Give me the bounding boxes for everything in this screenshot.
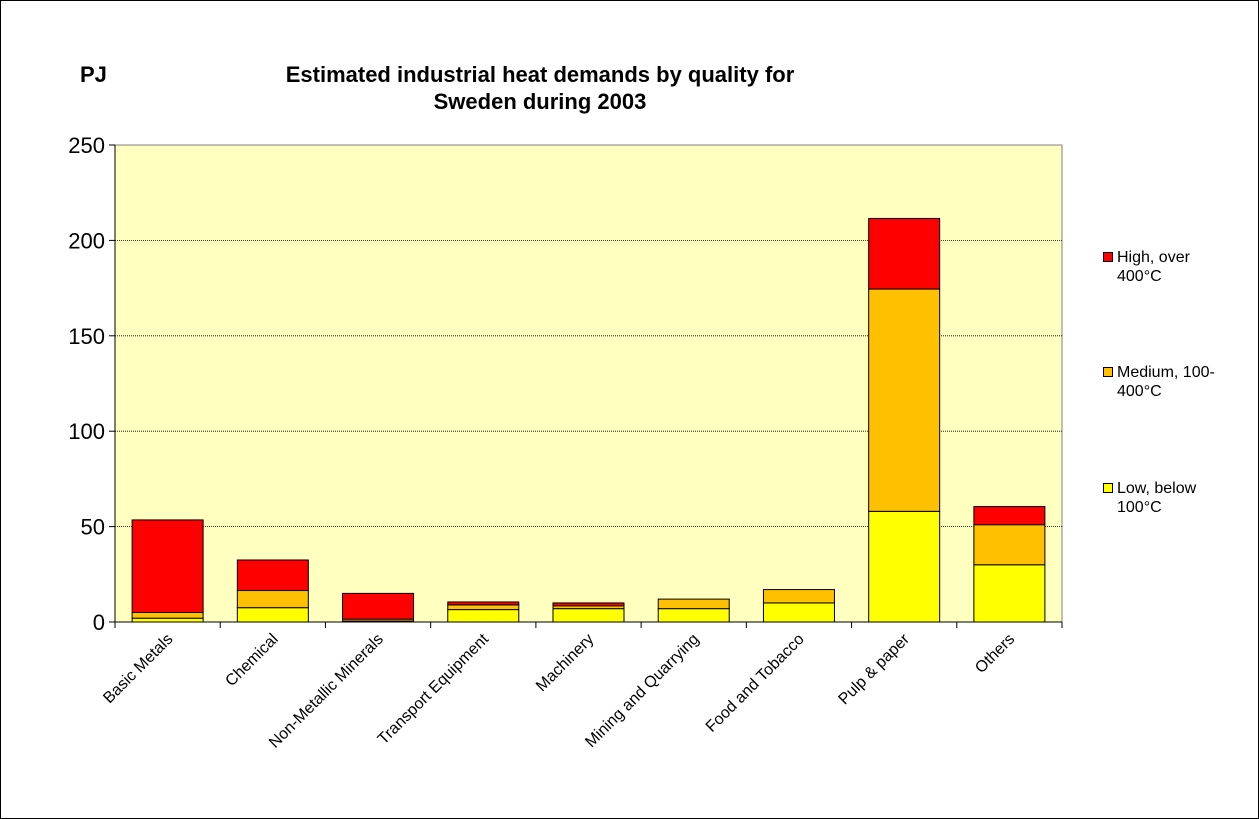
legend-swatch-medium <box>1103 367 1113 377</box>
bar-6-series-1 <box>762 589 835 604</box>
x-tick-label-1: Chemical <box>222 631 281 690</box>
x-tick-label-2: Non-Metallic Minerals <box>266 631 387 752</box>
legend-label-medium-line-2: 400°C <box>1117 383 1162 401</box>
bar-8-series-0 <box>973 564 1046 623</box>
bar-1-series-0 <box>236 607 309 623</box>
y-tick-label-0: 0 <box>93 610 105 635</box>
y-tick-label-100: 100 <box>68 419 105 444</box>
legend-swatch-low <box>1103 483 1113 493</box>
y-tick-label-200: 200 <box>68 228 105 253</box>
chart-title-line-1: Estimated industrial heat demands by qua… <box>285 62 795 87</box>
legend-label-low-line-1: Low, below <box>1117 480 1197 497</box>
legend-label-high-line-1: High, over <box>1117 249 1190 266</box>
x-tick-label-8: Others <box>972 631 1018 677</box>
y-tick-label-250: 250 <box>68 133 105 158</box>
bar-8-series-2 <box>973 506 1046 526</box>
bar-3-series-1 <box>447 604 520 611</box>
legend-label-medium-line-1: Medium, 100- <box>1117 364 1215 381</box>
bar-8-series-1 <box>973 524 1046 566</box>
bar-7-series-0 <box>868 510 941 623</box>
x-tick-label-0: Basic Metals <box>100 631 176 707</box>
bar-0-series-0 <box>131 617 204 623</box>
bar-7-series-1 <box>868 288 941 512</box>
y-tick-label-150: 150 <box>68 324 105 349</box>
chart-title: Estimated industrial heat demands by qua… <box>180 62 900 116</box>
x-tick-label-4: Machinery <box>533 631 597 695</box>
bar-7-series-2 <box>868 217 941 290</box>
bar-0-series-2 <box>131 519 204 613</box>
x-tick-label-5: Mining and Quarrying <box>582 631 702 751</box>
chart-title-line-2: Sweden during 2003 <box>433 88 647 114</box>
y-tick-label-50: 50 <box>81 515 105 540</box>
legend-swatch-high <box>1103 252 1113 262</box>
bar-1-series-1 <box>236 590 309 609</box>
legend-label-low-line-2: 100°C <box>1117 499 1162 517</box>
bar-6-series-0 <box>762 602 835 623</box>
bar-5-series-1 <box>657 598 730 610</box>
bar-3-series-2 <box>447 601 520 606</box>
y-axis-unit-label: PJ <box>80 62 107 87</box>
x-tick-label-7: Pulp & paper <box>836 630 914 708</box>
x-tick-label-3: Transport Equipment <box>375 630 493 748</box>
bar-3-series-0 <box>447 609 520 623</box>
legend-label-high-line-2: 400°C <box>1117 268 1162 286</box>
bar-5-series-0 <box>657 608 730 623</box>
bar-2-series-2 <box>342 592 415 620</box>
bar-0-series-1 <box>131 611 204 619</box>
bar-1-series-2 <box>236 559 309 592</box>
bar-4-series-2 <box>552 602 625 607</box>
bar-4-series-0 <box>552 608 625 623</box>
x-tick-label-6: Food and Tobacco <box>703 631 808 736</box>
